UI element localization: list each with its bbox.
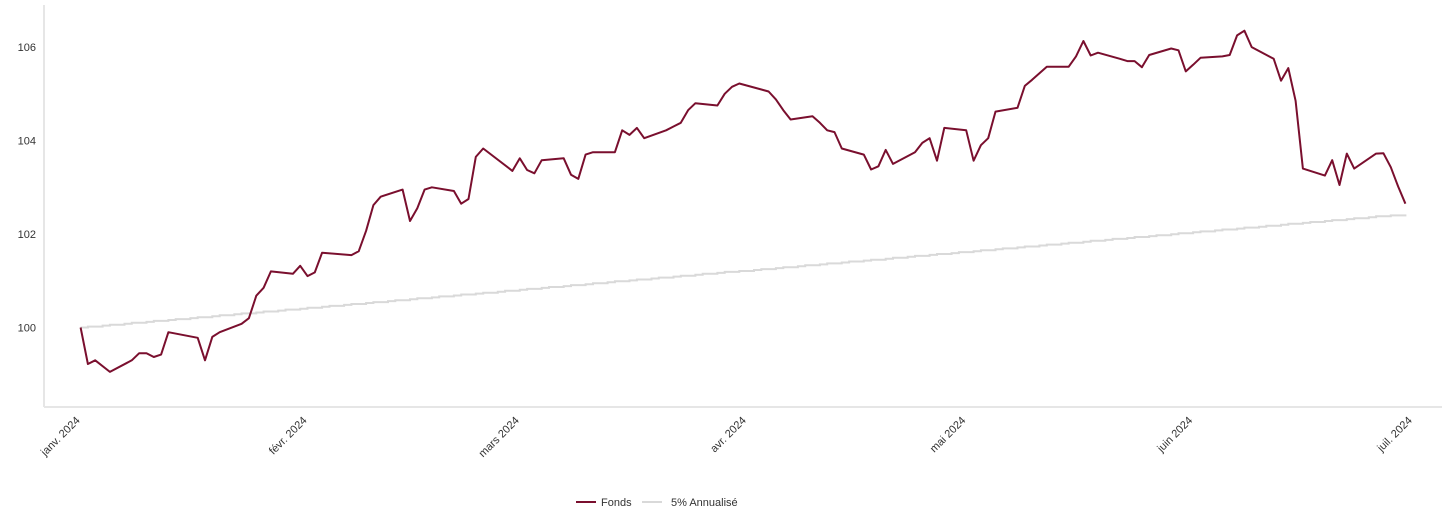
- x-axis-ticks: janv. 2024 févr. 2024 mars 2024 avr. 2024 ma…: [38, 415, 1415, 460]
- x-tick-label: janv. 2024: [38, 415, 83, 460]
- x-tick-label: juil. 2024: [1375, 415, 1415, 455]
- y-tick-label: 100: [18, 323, 36, 335]
- x-tick-label: avr. 2024: [708, 415, 748, 455]
- y-tick-label: 104: [18, 136, 36, 148]
- series-line-fonds: [79, 29, 1407, 373]
- chart-series: [79, 29, 1407, 373]
- chart-axes: [43, 5, 1442, 408]
- y-tick-label: 102: [18, 229, 36, 241]
- legend-label-benchmark[interactable]: 5% Annualisé: [671, 497, 738, 509]
- x-tick-label: févr. 2024: [267, 415, 310, 458]
- series-line-benchmark: [80, 214, 1407, 329]
- y-tick-label: 106: [18, 42, 36, 54]
- chart-legend[interactable]: Fonds 5% Annualisé: [576, 497, 738, 509]
- legend-label-fonds[interactable]: Fonds: [601, 497, 632, 509]
- x-tick-label: mars 2024: [477, 415, 522, 460]
- y-axis-ticks: 100 102 104 106: [18, 42, 36, 334]
- x-tick-label: mai 2024: [928, 415, 968, 455]
- x-tick-label: juin 2024: [1154, 415, 1195, 456]
